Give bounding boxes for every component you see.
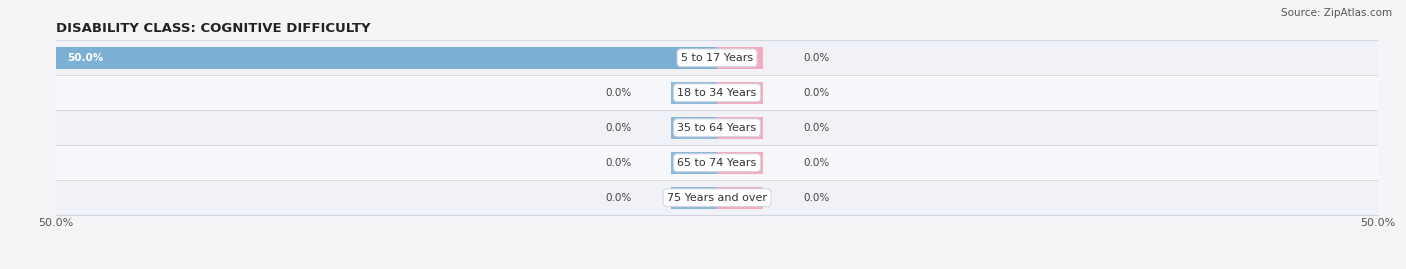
Bar [717, 82, 763, 104]
Bar [671, 152, 717, 174]
Bar [671, 82, 717, 104]
Bar [56, 40, 1378, 75]
Text: 0.0%: 0.0% [605, 123, 631, 133]
Bar [56, 145, 1378, 180]
Text: 18 to 34 Years: 18 to 34 Years [678, 88, 756, 98]
Bar [717, 152, 763, 174]
Text: 35 to 64 Years: 35 to 64 Years [678, 123, 756, 133]
Text: 5 to 17 Years: 5 to 17 Years [681, 53, 754, 63]
Text: DISABILITY CLASS: COGNITIVE DIFFICULTY: DISABILITY CLASS: COGNITIVE DIFFICULTY [56, 22, 371, 35]
Text: 0.0%: 0.0% [803, 123, 830, 133]
Text: 0.0%: 0.0% [605, 88, 631, 98]
Bar [717, 187, 763, 208]
Text: 0.0%: 0.0% [803, 88, 830, 98]
Text: 0.0%: 0.0% [803, 53, 830, 63]
Text: 50.0%: 50.0% [67, 53, 103, 63]
Text: 0.0%: 0.0% [803, 193, 830, 203]
Bar [671, 187, 717, 208]
Text: Source: ZipAtlas.com: Source: ZipAtlas.com [1281, 8, 1392, 18]
Bar [717, 117, 763, 139]
Text: 0.0%: 0.0% [605, 158, 631, 168]
Bar [717, 47, 763, 69]
Text: 65 to 74 Years: 65 to 74 Years [678, 158, 756, 168]
Bar [671, 117, 717, 139]
Bar [56, 180, 1378, 215]
Text: 75 Years and over: 75 Years and over [666, 193, 768, 203]
Text: 0.0%: 0.0% [803, 158, 830, 168]
Bar [56, 75, 1378, 110]
Text: 0.0%: 0.0% [605, 193, 631, 203]
Bar [56, 110, 1378, 145]
Bar [56, 47, 717, 69]
